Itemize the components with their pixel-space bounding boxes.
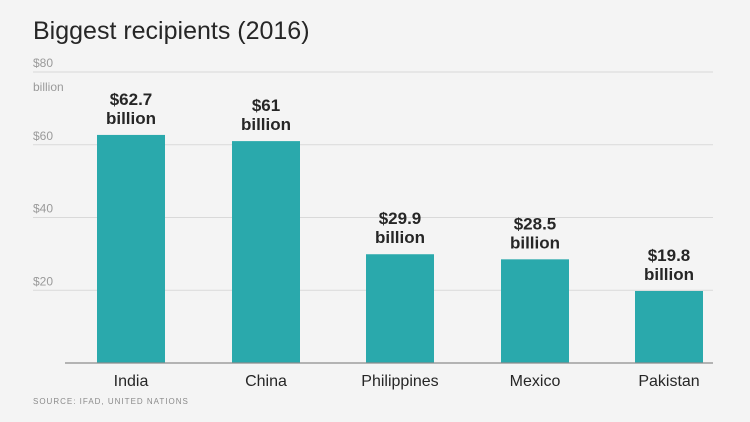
data-label-unit: billion — [510, 233, 560, 252]
x-tick-label: India — [114, 373, 149, 390]
x-tick-label: Pakistan — [638, 373, 699, 390]
y-tick-label: $20 — [33, 274, 53, 288]
data-label-value: $62.7 — [110, 90, 153, 109]
data-label-unit: billion — [241, 115, 291, 134]
data-label-value: $28.5 — [514, 214, 557, 233]
data-label-value: $19.8 — [648, 246, 691, 265]
y-tick-label: $80 — [33, 56, 53, 70]
bar — [501, 259, 569, 363]
x-tick-label: Mexico — [510, 373, 561, 390]
y-tick-label: $60 — [33, 129, 53, 143]
x-tick-label: China — [245, 373, 287, 390]
data-label-value: $29.9 — [379, 209, 422, 228]
y-tick-label: $40 — [33, 202, 53, 216]
x-tick-label: Philippines — [361, 373, 438, 390]
data-label-unit: billion — [106, 109, 156, 128]
bar — [366, 254, 434, 363]
bar — [232, 141, 300, 363]
bar — [97, 134, 165, 363]
chart-title: Biggest recipients (2016) — [33, 17, 310, 45]
data-label-value: $61 — [252, 96, 280, 115]
source-note: SOURCE: IFAD, UNITED NATIONS — [33, 397, 189, 406]
y-unit-label: billion — [33, 80, 64, 94]
data-label-unit: billion — [375, 228, 425, 247]
data-label-unit: billion — [644, 265, 694, 284]
bar — [635, 290, 703, 363]
